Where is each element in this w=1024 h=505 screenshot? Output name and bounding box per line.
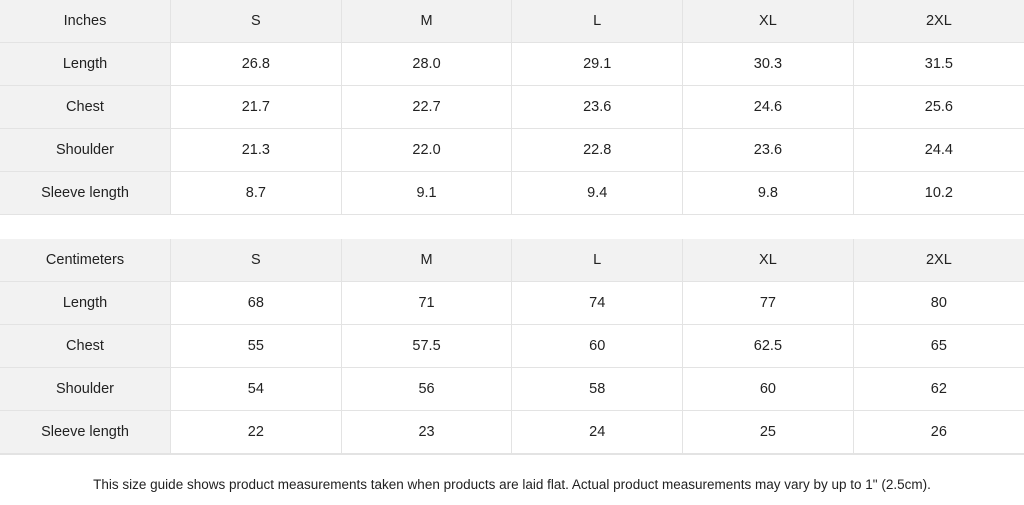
row-label-chest: Chest <box>0 85 171 129</box>
table-row: Length 26.8 28.0 29.1 30.3 31.5 <box>0 42 1024 86</box>
cell-chest-s: 21.7 <box>170 85 342 129</box>
unit-label-inches: Inches <box>0 0 171 43</box>
column-header-m: M <box>340 0 513 43</box>
size-guide-footnote: This size guide shows product measuremen… <box>0 454 1024 505</box>
column-header-xl: XL <box>682 0 854 43</box>
cell-length-m: 28.0 <box>340 42 513 86</box>
cell-shoulder-l: 58 <box>511 367 684 411</box>
cell-sleeve-m: 23 <box>340 410 513 454</box>
row-label-sleeve-length: Sleeve length <box>0 410 171 454</box>
cell-length-s: 68 <box>170 281 342 325</box>
table-row: Chest 21.7 22.7 23.6 24.6 25.6 <box>0 85 1024 129</box>
table-row: Shoulder 54 56 58 60 62 <box>0 367 1024 411</box>
cell-shoulder-xl: 23.6 <box>682 128 854 172</box>
cell-shoulder-xl: 60 <box>682 367 854 411</box>
table-header-row: Centimeters S M L XL 2XL <box>0 239 1024 282</box>
cell-shoulder-2xl: 24.4 <box>852 128 1024 172</box>
table-row: Chest 55 57.5 60 62.5 65 <box>0 324 1024 368</box>
cell-sleeve-xl: 9.8 <box>682 171 854 215</box>
cell-chest-xl: 62.5 <box>682 324 854 368</box>
table-row: Length 68 71 74 77 80 <box>0 281 1024 325</box>
table-header-row: Inches S M L XL 2XL <box>0 0 1024 43</box>
cell-sleeve-2xl: 26 <box>852 410 1024 454</box>
cell-sleeve-xl: 25 <box>682 410 854 454</box>
cell-sleeve-m: 9.1 <box>340 171 513 215</box>
cell-sleeve-l: 24 <box>511 410 684 454</box>
table-spacer <box>0 215 1024 239</box>
cell-chest-s: 55 <box>170 324 342 368</box>
row-label-length: Length <box>0 281 171 325</box>
cell-length-l: 29.1 <box>511 42 684 86</box>
table-row: Sleeve length 22 23 24 25 26 <box>0 410 1024 454</box>
cell-chest-l: 60 <box>511 324 684 368</box>
column-header-2xl: 2XL <box>852 0 1024 43</box>
cell-shoulder-l: 22.8 <box>511 128 684 172</box>
column-header-s: S <box>170 239 342 282</box>
unit-label-centimeters: Centimeters <box>0 239 171 282</box>
size-table-centimeters: Centimeters S M L XL 2XL Length 68 71 74… <box>0 239 1024 454</box>
column-header-l: L <box>511 239 684 282</box>
cell-length-l: 74 <box>511 281 684 325</box>
column-header-l: L <box>511 0 684 43</box>
cell-length-2xl: 31.5 <box>852 42 1024 86</box>
column-header-xl: XL <box>682 239 854 282</box>
cell-chest-2xl: 25.6 <box>852 85 1024 129</box>
cell-sleeve-2xl: 10.2 <box>852 171 1024 215</box>
cell-chest-2xl: 65 <box>852 324 1024 368</box>
cell-shoulder-m: 56 <box>340 367 513 411</box>
table-row: Sleeve length 8.7 9.1 9.4 9.8 10.2 <box>0 171 1024 215</box>
cell-chest-xl: 24.6 <box>682 85 854 129</box>
column-header-m: M <box>340 239 513 282</box>
row-label-shoulder: Shoulder <box>0 128 171 172</box>
cell-length-xl: 30.3 <box>682 42 854 86</box>
cell-length-xl: 77 <box>682 281 854 325</box>
cell-shoulder-2xl: 62 <box>852 367 1024 411</box>
row-label-length: Length <box>0 42 171 86</box>
cell-sleeve-s: 8.7 <box>170 171 342 215</box>
table-row: Shoulder 21.3 22.0 22.8 23.6 24.4 <box>0 128 1024 172</box>
column-header-2xl: 2XL <box>852 239 1024 282</box>
row-label-sleeve-length: Sleeve length <box>0 171 171 215</box>
size-table-inches: Inches S M L XL 2XL Length 26.8 28.0 29.… <box>0 0 1024 215</box>
cell-length-m: 71 <box>340 281 513 325</box>
cell-chest-m: 22.7 <box>340 85 513 129</box>
cell-shoulder-s: 21.3 <box>170 128 342 172</box>
cell-sleeve-l: 9.4 <box>511 171 684 215</box>
column-header-s: S <box>170 0 342 43</box>
cell-sleeve-s: 22 <box>170 410 342 454</box>
row-label-chest: Chest <box>0 324 171 368</box>
cell-length-s: 26.8 <box>170 42 342 86</box>
cell-chest-l: 23.6 <box>511 85 684 129</box>
cell-length-2xl: 80 <box>852 281 1024 325</box>
cell-shoulder-s: 54 <box>170 367 342 411</box>
cell-shoulder-m: 22.0 <box>340 128 513 172</box>
cell-chest-m: 57.5 <box>340 324 513 368</box>
row-label-shoulder: Shoulder <box>0 367 171 411</box>
